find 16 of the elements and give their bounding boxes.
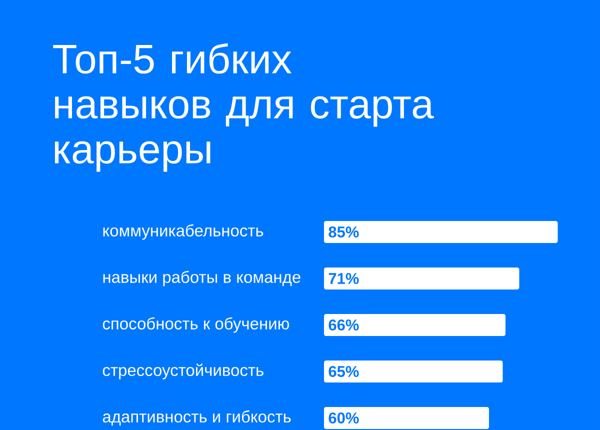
y-tick-label: коммуникабельность [103,224,264,240]
bar [324,220,558,243]
data-label: 85% [328,226,359,238]
bar [324,314,506,336]
bar [324,360,503,382]
bar [324,267,520,290]
y-tick-label: навыки работы в команде [103,270,300,286]
data-label: 65% [328,366,359,377]
y-tick-label: способность к обучению [102,317,290,333]
chart-title: Топ-5 гибких навыков для старта карьеры [53,43,434,172]
data-label: 71% [328,273,359,284]
bar [324,406,489,429]
data-label: 66% [328,320,359,330]
data-label: 60% [328,412,359,424]
y-tick-label: адаптивность и гибкость [102,410,291,426]
y-tick-label: стрессоустойчивость [102,364,264,380]
